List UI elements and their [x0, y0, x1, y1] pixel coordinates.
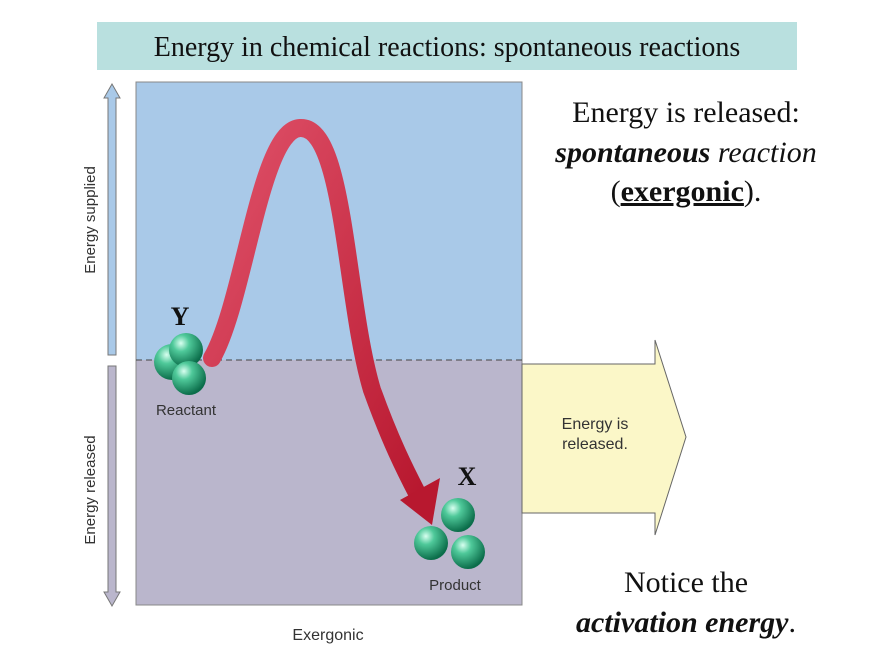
note-text: activation energy.	[576, 606, 796, 639]
title-box	[97, 22, 797, 70]
text: ).	[744, 175, 762, 208]
emphasis: activation energy	[576, 606, 789, 639]
text: (	[611, 175, 621, 208]
emphasis: exergonic	[621, 175, 744, 208]
reaction-arrowhead	[400, 478, 440, 525]
release-arrow	[521, 339, 687, 536]
reactant-label: Reactant	[156, 402, 217, 419]
product-label: Product	[429, 577, 482, 594]
arrow-label: Energy is released.	[561, 416, 629, 453]
reaction-path	[203, 119, 427, 504]
product-symbol: X	[458, 462, 477, 491]
diagram-frame	[135, 81, 523, 606]
reactant-symbol: Y	[171, 302, 190, 331]
reactant-molecule	[154, 333, 206, 395]
energy-supplied-region	[136, 82, 522, 360]
emphasis: spontaneous	[554, 136, 710, 169]
axis-label: Energy released	[82, 435, 99, 544]
note-text: Notice the	[624, 566, 748, 599]
product-molecule	[414, 498, 485, 569]
text: reaction	[710, 136, 816, 169]
axis-label: Exergonic	[292, 627, 363, 644]
released-arrow	[103, 365, 121, 608]
explanation-text: spontaneous reaction	[554, 136, 816, 169]
text: .	[788, 606, 796, 639]
explanation-text: Energy is released:	[572, 96, 800, 129]
supplied-arrow	[103, 82, 121, 356]
axis-label: Energy supplied	[82, 166, 99, 274]
title: Energy in chemical reactions: spontaneou…	[154, 32, 741, 63]
explanation-text: (exergonic).	[611, 175, 762, 208]
